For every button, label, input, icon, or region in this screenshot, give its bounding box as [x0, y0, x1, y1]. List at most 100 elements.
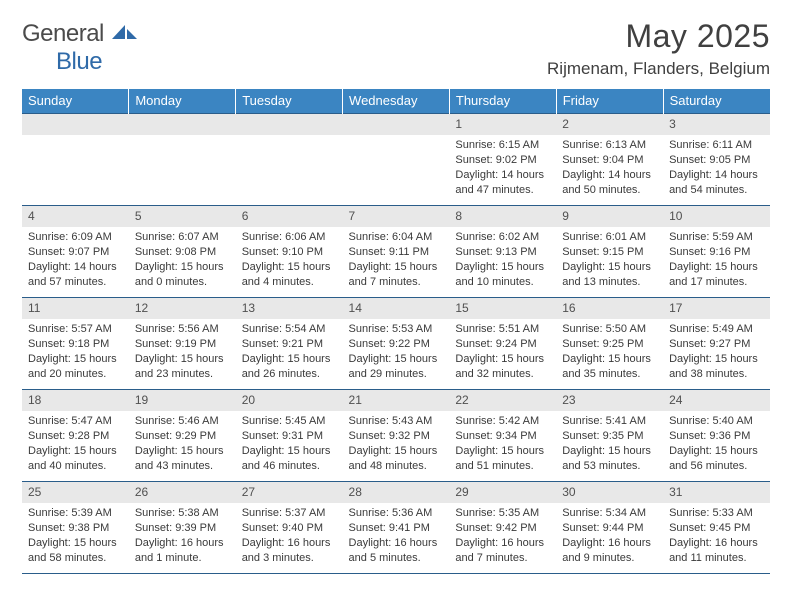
calendar-cell: 2Sunrise: 6:13 AMSunset: 9:04 PMDaylight…	[556, 114, 663, 206]
sunrise-line: Sunrise: 5:37 AM	[242, 506, 337, 521]
day-number-bar: 29	[449, 482, 556, 503]
sunrise-line: Sunrise: 5:53 AM	[349, 322, 444, 337]
day-details: Sunrise: 5:53 AMSunset: 9:22 PMDaylight:…	[343, 319, 450, 384]
sunset-line: Sunset: 9:08 PM	[135, 245, 230, 260]
day-details: Sunrise: 5:37 AMSunset: 9:40 PMDaylight:…	[236, 503, 343, 568]
sunset-line: Sunset: 9:35 PM	[562, 429, 657, 444]
sunset-line: Sunset: 9:45 PM	[669, 521, 764, 536]
daylight-line: Daylight: 16 hours and 11 minutes.	[669, 536, 764, 566]
day-number-bar: 20	[236, 390, 343, 411]
day-number-bar: 28	[343, 482, 450, 503]
day-details: Sunrise: 5:42 AMSunset: 9:34 PMDaylight:…	[449, 411, 556, 476]
sunrise-line: Sunrise: 5:39 AM	[28, 506, 123, 521]
sunset-line: Sunset: 9:10 PM	[242, 245, 337, 260]
day-details: Sunrise: 5:50 AMSunset: 9:25 PMDaylight:…	[556, 319, 663, 384]
day-details: Sunrise: 5:34 AMSunset: 9:44 PMDaylight:…	[556, 503, 663, 568]
sunrise-line: Sunrise: 6:09 AM	[28, 230, 123, 245]
daylight-line: Daylight: 15 hours and 40 minutes.	[28, 444, 123, 474]
daylight-line: Daylight: 15 hours and 38 minutes.	[669, 352, 764, 382]
sunset-line: Sunset: 9:39 PM	[135, 521, 230, 536]
calendar-cell: 5Sunrise: 6:07 AMSunset: 9:08 PMDaylight…	[129, 206, 236, 298]
day-details: Sunrise: 6:04 AMSunset: 9:11 PMDaylight:…	[343, 227, 450, 292]
day-details: Sunrise: 5:38 AMSunset: 9:39 PMDaylight:…	[129, 503, 236, 568]
sunrise-line: Sunrise: 5:50 AM	[562, 322, 657, 337]
day-number-bar: 12	[129, 298, 236, 319]
calendar-cell: 17Sunrise: 5:49 AMSunset: 9:27 PMDayligh…	[663, 298, 770, 390]
weekday-header: Tuesday	[236, 89, 343, 114]
sunset-line: Sunset: 9:21 PM	[242, 337, 337, 352]
sunset-line: Sunset: 9:31 PM	[242, 429, 337, 444]
day-number-bar: 27	[236, 482, 343, 503]
calendar-cell: 20Sunrise: 5:45 AMSunset: 9:31 PMDayligh…	[236, 390, 343, 482]
calendar-cell: 26Sunrise: 5:38 AMSunset: 9:39 PMDayligh…	[129, 482, 236, 574]
sunset-line: Sunset: 9:29 PM	[135, 429, 230, 444]
day-number-bar: 15	[449, 298, 556, 319]
header-row: General Blue May 2025 Rijmenam, Flanders…	[22, 18, 770, 79]
calendar-row: 1Sunrise: 6:15 AMSunset: 9:02 PMDaylight…	[22, 114, 770, 206]
day-number-bar: 19	[129, 390, 236, 411]
daylight-line: Daylight: 15 hours and 23 minutes.	[135, 352, 230, 382]
sunset-line: Sunset: 9:42 PM	[455, 521, 550, 536]
calendar-cell: 19Sunrise: 5:46 AMSunset: 9:29 PMDayligh…	[129, 390, 236, 482]
daylight-line: Daylight: 16 hours and 3 minutes.	[242, 536, 337, 566]
calendar-cell: 21Sunrise: 5:43 AMSunset: 9:32 PMDayligh…	[343, 390, 450, 482]
day-number-bar: 6	[236, 206, 343, 227]
sunrise-line: Sunrise: 6:13 AM	[562, 138, 657, 153]
sunrise-line: Sunrise: 5:57 AM	[28, 322, 123, 337]
day-details: Sunrise: 6:02 AMSunset: 9:13 PMDaylight:…	[449, 227, 556, 292]
calendar-cell: 28Sunrise: 5:36 AMSunset: 9:41 PMDayligh…	[343, 482, 450, 574]
daylight-line: Daylight: 14 hours and 47 minutes.	[455, 168, 550, 198]
day-details: Sunrise: 5:41 AMSunset: 9:35 PMDaylight:…	[556, 411, 663, 476]
day-number-bar: 13	[236, 298, 343, 319]
sunset-line: Sunset: 9:05 PM	[669, 153, 764, 168]
day-number-bar: 10	[663, 206, 770, 227]
sunset-line: Sunset: 9:22 PM	[349, 337, 444, 352]
logo-sail-icon	[112, 23, 138, 41]
sunrise-line: Sunrise: 5:40 AM	[669, 414, 764, 429]
sunrise-line: Sunrise: 5:59 AM	[669, 230, 764, 245]
calendar-row: 4Sunrise: 6:09 AMSunset: 9:07 PMDaylight…	[22, 206, 770, 298]
day-number-bar: 30	[556, 482, 663, 503]
calendar-header: Sunday Monday Tuesday Wednesday Thursday…	[22, 89, 770, 114]
calendar-cell: 22Sunrise: 5:42 AMSunset: 9:34 PMDayligh…	[449, 390, 556, 482]
daylight-line: Daylight: 15 hours and 53 minutes.	[562, 444, 657, 474]
day-number-bar: 8	[449, 206, 556, 227]
day-details: Sunrise: 5:40 AMSunset: 9:36 PMDaylight:…	[663, 411, 770, 476]
sunrise-line: Sunrise: 5:43 AM	[349, 414, 444, 429]
day-number-bar: 26	[129, 482, 236, 503]
day-details: Sunrise: 5:49 AMSunset: 9:27 PMDaylight:…	[663, 319, 770, 384]
daylight-line: Daylight: 15 hours and 51 minutes.	[455, 444, 550, 474]
daylight-line: Daylight: 15 hours and 0 minutes.	[135, 260, 230, 290]
sunset-line: Sunset: 9:38 PM	[28, 521, 123, 536]
calendar-row: 18Sunrise: 5:47 AMSunset: 9:28 PMDayligh…	[22, 390, 770, 482]
day-details: Sunrise: 6:11 AMSunset: 9:05 PMDaylight:…	[663, 135, 770, 200]
day-details: Sunrise: 5:47 AMSunset: 9:28 PMDaylight:…	[22, 411, 129, 476]
sunrise-line: Sunrise: 5:42 AM	[455, 414, 550, 429]
day-number-bar: 14	[343, 298, 450, 319]
day-number-bar: 2	[556, 114, 663, 135]
sunset-line: Sunset: 9:07 PM	[28, 245, 123, 260]
calendar-cell: 1Sunrise: 6:15 AMSunset: 9:02 PMDaylight…	[449, 114, 556, 206]
day-details: Sunrise: 5:33 AMSunset: 9:45 PMDaylight:…	[663, 503, 770, 568]
title-block: May 2025 Rijmenam, Flanders, Belgium	[547, 18, 770, 79]
daylight-line: Daylight: 14 hours and 54 minutes.	[669, 168, 764, 198]
calendar-cell: 14Sunrise: 5:53 AMSunset: 9:22 PMDayligh…	[343, 298, 450, 390]
day-number-bar: 22	[449, 390, 556, 411]
sunrise-line: Sunrise: 5:45 AM	[242, 414, 337, 429]
brand-part2: Blue	[56, 48, 102, 75]
sunrise-line: Sunrise: 5:47 AM	[28, 414, 123, 429]
day-details: Sunrise: 5:51 AMSunset: 9:24 PMDaylight:…	[449, 319, 556, 384]
day-details: Sunrise: 6:15 AMSunset: 9:02 PMDaylight:…	[449, 135, 556, 200]
calendar-cell: 29Sunrise: 5:35 AMSunset: 9:42 PMDayligh…	[449, 482, 556, 574]
daylight-line: Daylight: 16 hours and 9 minutes.	[562, 536, 657, 566]
day-number-bar: 16	[556, 298, 663, 319]
day-number-bar	[343, 114, 450, 135]
calendar-cell: 3Sunrise: 6:11 AMSunset: 9:05 PMDaylight…	[663, 114, 770, 206]
weekday-header: Sunday	[22, 89, 129, 114]
sunrise-line: Sunrise: 5:51 AM	[455, 322, 550, 337]
day-number-bar: 23	[556, 390, 663, 411]
brand-part1: General	[22, 20, 104, 47]
sunrise-line: Sunrise: 5:33 AM	[669, 506, 764, 521]
sunrise-line: Sunrise: 5:46 AM	[135, 414, 230, 429]
daylight-line: Daylight: 15 hours and 35 minutes.	[562, 352, 657, 382]
